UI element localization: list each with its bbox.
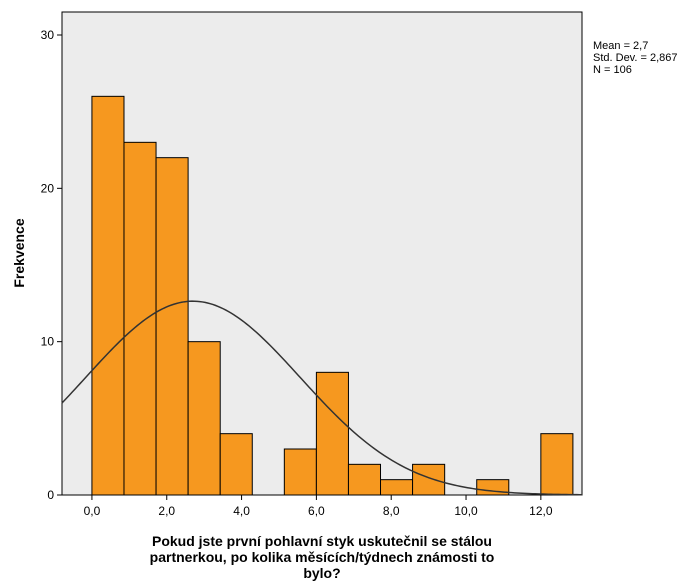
x-tick-label: 0,0 bbox=[84, 504, 101, 518]
histogram-bar bbox=[380, 479, 414, 496]
bars-group bbox=[91, 95, 574, 496]
y-axis: 0 10 20 30 bbox=[41, 28, 62, 502]
histogram-bar bbox=[123, 141, 157, 496]
x-tick-label: 6,0 bbox=[308, 504, 325, 518]
y-tick-label: 20 bbox=[41, 181, 55, 195]
histogram-bar bbox=[155, 157, 189, 496]
y-axis-title: Frekvence bbox=[11, 218, 27, 287]
x-axis-title-line-3: bylo? bbox=[303, 565, 340, 581]
x-axis-title-line-2: partnerkou, po kolika měsících/týdnech z… bbox=[150, 549, 495, 565]
histogram-bar bbox=[347, 463, 382, 496]
histogram-bar bbox=[91, 95, 125, 496]
histogram-bar bbox=[412, 463, 446, 496]
x-axis-title-line-1: Pokud jste první pohlavní styk uskutečni… bbox=[152, 533, 492, 549]
y-tick-label: 10 bbox=[41, 335, 55, 349]
x-tick-label: 4,0 bbox=[233, 504, 250, 518]
x-tick-label: 8,0 bbox=[383, 504, 400, 518]
histogram-bar bbox=[283, 448, 317, 496]
x-axis: 0,0 2,0 4,0 6,0 8,0 10,0 12,0 bbox=[84, 495, 553, 518]
normal-curve bbox=[61, 300, 583, 496]
stats-std-dev: Std. Dev. = 2,867 bbox=[593, 52, 678, 64]
x-tick-label: 12,0 bbox=[529, 504, 553, 518]
x-tick-label: 10,0 bbox=[454, 504, 478, 518]
y-tick-label: 30 bbox=[41, 28, 55, 42]
x-tick-label: 2,0 bbox=[158, 504, 175, 518]
y-tick-label: 0 bbox=[47, 488, 54, 502]
stats-n: N = 106 bbox=[593, 64, 632, 76]
stats-mean: Mean = 2,7 bbox=[593, 40, 648, 52]
histogram-bar bbox=[187, 341, 221, 496]
histogram-bar bbox=[315, 371, 349, 496]
histogram-bar bbox=[540, 433, 574, 496]
histogram-bar bbox=[219, 433, 253, 496]
